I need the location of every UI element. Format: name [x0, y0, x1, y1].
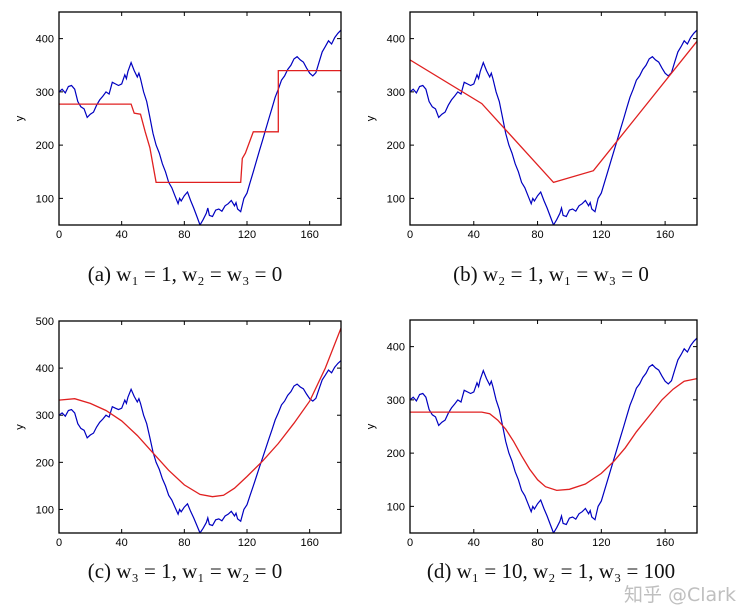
y-tick-label: 100: [36, 193, 54, 205]
caption-b: (b) w₂ = 1, w₁ = w₃ = 0: [453, 262, 649, 286]
x-tick-label: 120: [592, 229, 610, 241]
subplot-c: 0 40 80 120 160 100 200 300 400 500 y: [14, 316, 342, 549]
x-tick-label: 160: [300, 537, 318, 549]
x-tick-label: 160: [300, 229, 318, 241]
caption-d: (d) w₁ = 10, w₂ = 1, w₃ = 100: [426, 559, 676, 583]
y-axis-label: y: [365, 423, 377, 429]
y-tick-label: 300: [387, 87, 405, 99]
x-tick-label: 160: [656, 537, 674, 549]
x-tick-label: 40: [468, 229, 480, 241]
fit-series-line: [59, 327, 341, 498]
fit-series-line: [410, 377, 697, 492]
y-axis-label: y: [14, 115, 26, 121]
subplot-b: 0 40 80 120 160 100 200 300 400 y: [365, 11, 698, 241]
x-tick-label: 40: [468, 537, 480, 549]
observed-series-line: [410, 337, 697, 533]
plot-frame: [409, 319, 698, 534]
plot-frame: [58, 320, 342, 534]
y-tick-label: 100: [387, 501, 405, 513]
observed-series-line: [410, 29, 697, 225]
observed-series-line: [59, 29, 341, 225]
y-tick-label: 300: [36, 87, 54, 99]
x-tick-label: 0: [56, 229, 62, 241]
plot-frame: [58, 11, 342, 226]
x-tick-label: 0: [407, 537, 413, 549]
y-tick-label: 200: [36, 457, 54, 469]
observed-series-line: [59, 360, 341, 533]
y-axis-label: y: [14, 424, 26, 430]
y-tick-label: 300: [36, 410, 54, 422]
x-tick-label: 120: [592, 537, 610, 549]
caption-a: (a) w₁ = 1, w₂ = w₃ = 0: [87, 262, 283, 286]
y-tick-label: 100: [387, 193, 405, 205]
x-tick-label: 160: [656, 229, 674, 241]
x-tick-label: 80: [531, 229, 543, 241]
x-tick-label: 40: [116, 537, 128, 549]
y-tick-label: 400: [36, 363, 54, 375]
y-axis-label: y: [365, 115, 377, 121]
x-tick-label: 0: [407, 229, 413, 241]
x-tick-label: 120: [238, 229, 256, 241]
y-tick-label: 200: [36, 140, 54, 152]
plot-frame: [409, 11, 698, 226]
x-tick-label: 0: [56, 537, 62, 549]
x-tick-label: 80: [531, 537, 543, 549]
y-tick-label: 300: [387, 395, 405, 407]
y-tick-label: 400: [387, 342, 405, 354]
x-tick-label: 120: [238, 537, 256, 549]
y-tick-label: 400: [36, 34, 54, 46]
x-tick-label: 80: [178, 537, 190, 549]
subplot-a: 0 40 80 120 160 100 200 300 400 y: [14, 11, 342, 241]
y-tick-label: 100: [36, 504, 54, 516]
fit-series-line: [59, 69, 341, 184]
fit-series-line: [410, 40, 697, 184]
x-tick-label: 40: [116, 229, 128, 241]
y-tick-label: 400: [387, 34, 405, 46]
y-tick-label: 200: [387, 140, 405, 152]
y-tick-label: 500: [36, 316, 54, 328]
watermark: 知乎 @Clark: [623, 584, 736, 606]
x-tick-label: 80: [178, 229, 190, 241]
y-tick-label: 200: [387, 448, 405, 460]
subplot-d: 0 40 80 120 160 100 200 300 400 y: [365, 319, 698, 549]
caption-c: (c) w₃ = 1, w₁ = w₂ = 0: [87, 559, 283, 583]
